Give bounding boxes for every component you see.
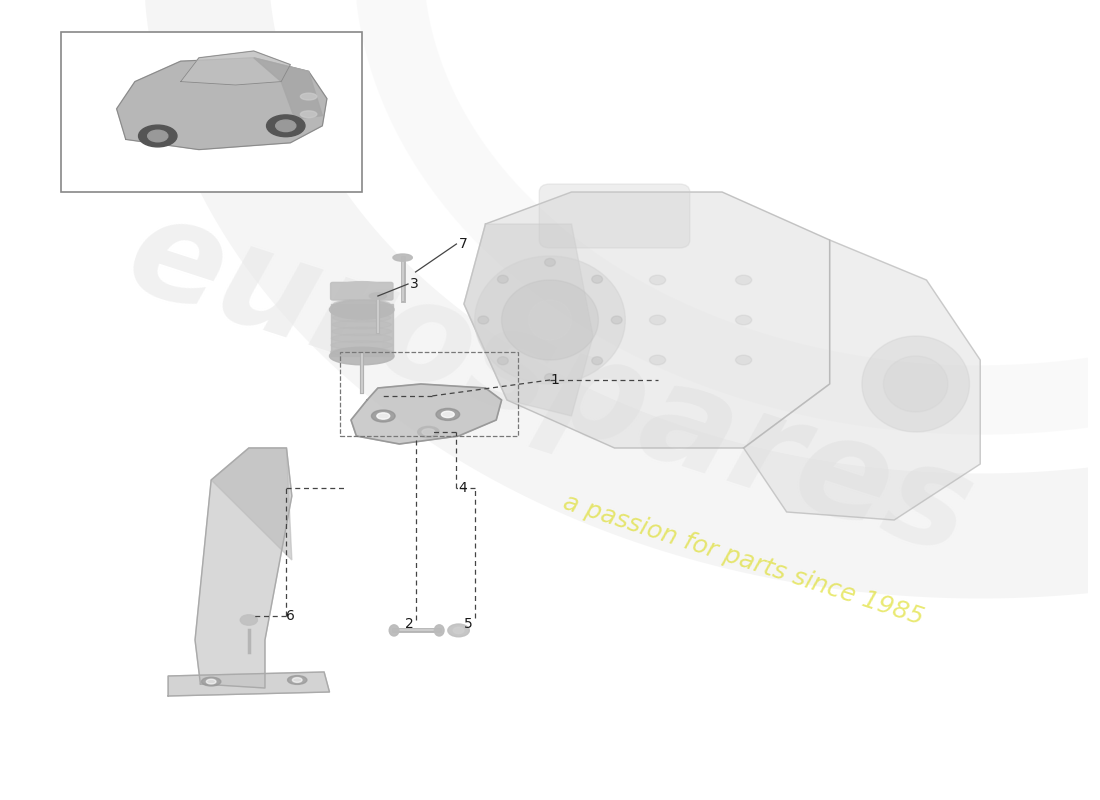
Bar [340,352,518,436]
Polygon shape [195,448,292,688]
Ellipse shape [207,679,216,684]
Polygon shape [180,51,290,85]
Ellipse shape [649,315,666,325]
Bar [331,304,393,356]
Ellipse shape [240,614,257,626]
Ellipse shape [612,316,623,324]
Polygon shape [117,58,327,150]
Ellipse shape [422,429,435,435]
Ellipse shape [332,320,392,329]
Ellipse shape [736,275,751,285]
Text: a passion for parts since 1985: a passion for parts since 1985 [560,490,927,630]
Ellipse shape [441,411,454,418]
Ellipse shape [333,300,389,308]
Ellipse shape [475,256,625,384]
Ellipse shape [883,356,948,412]
Ellipse shape [393,254,412,261]
Ellipse shape [287,675,307,685]
Ellipse shape [434,625,444,636]
Ellipse shape [544,374,556,382]
Polygon shape [351,384,502,444]
Text: eurospares: eurospares [111,184,989,584]
Bar [60,32,362,192]
Polygon shape [464,224,593,416]
Ellipse shape [649,275,666,285]
Ellipse shape [418,426,439,438]
Ellipse shape [736,315,751,325]
Ellipse shape [332,314,390,322]
Ellipse shape [544,258,556,266]
Ellipse shape [332,327,392,336]
Polygon shape [254,58,322,119]
Ellipse shape [592,275,603,283]
Ellipse shape [649,355,666,365]
Text: 5: 5 [464,617,473,631]
Text: 3: 3 [410,277,419,291]
Ellipse shape [139,125,177,147]
Ellipse shape [497,357,508,365]
Ellipse shape [592,357,603,365]
Ellipse shape [372,410,395,422]
Ellipse shape [448,624,470,637]
Polygon shape [464,192,829,448]
Ellipse shape [331,334,392,342]
Ellipse shape [266,115,305,137]
Ellipse shape [300,111,317,118]
Ellipse shape [528,300,572,340]
Text: 7: 7 [459,237,468,251]
Ellipse shape [736,355,751,365]
FancyBboxPatch shape [539,184,690,248]
Ellipse shape [276,120,296,131]
Text: 2: 2 [405,617,414,631]
Ellipse shape [436,408,460,421]
Ellipse shape [293,678,303,682]
Polygon shape [211,448,292,560]
FancyBboxPatch shape [331,282,393,300]
Ellipse shape [300,93,317,100]
Ellipse shape [330,300,394,319]
Ellipse shape [330,347,394,365]
Ellipse shape [389,625,399,636]
Ellipse shape [333,306,390,315]
Text: 1: 1 [550,373,559,387]
Ellipse shape [377,413,389,419]
Ellipse shape [477,316,488,324]
Text: 4: 4 [459,481,468,495]
Ellipse shape [201,677,221,686]
Ellipse shape [331,347,393,356]
Ellipse shape [497,275,508,283]
Polygon shape [168,672,330,696]
Ellipse shape [332,282,392,299]
Ellipse shape [502,280,598,360]
Text: 6: 6 [286,609,295,623]
Ellipse shape [453,627,464,634]
Ellipse shape [370,293,386,299]
Ellipse shape [331,341,393,350]
Polygon shape [744,240,980,520]
Ellipse shape [862,336,969,432]
Ellipse shape [147,130,168,142]
